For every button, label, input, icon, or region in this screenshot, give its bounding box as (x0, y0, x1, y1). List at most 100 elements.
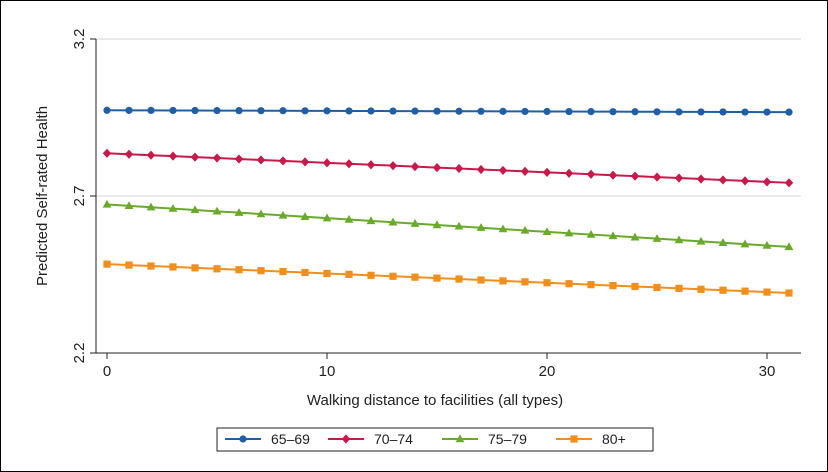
data-point-1-16 (454, 163, 464, 174)
data-point-2-18 (498, 224, 508, 233)
data-point-0-23 (609, 108, 617, 116)
data-point-2-31 (784, 242, 794, 251)
data-point-0-31 (785, 108, 793, 116)
data-point-0-13 (389, 107, 397, 115)
data-point-3-16 (455, 275, 463, 283)
data-point-1-5 (212, 153, 222, 163)
data-point-1-19 (520, 166, 530, 176)
data-point-2-26 (674, 235, 684, 244)
data-point-0-22 (587, 108, 595, 116)
data-point-2-19 (520, 225, 530, 234)
data-point-2-29 (740, 239, 750, 248)
data-point-3-10 (323, 269, 331, 278)
legend-marker-3 (570, 435, 578, 443)
data-point-3-20 (543, 279, 551, 287)
legend-label-0: 65–69 (271, 431, 310, 447)
data-point-2-9 (300, 212, 310, 220)
data-point-0-29 (741, 108, 749, 116)
x-tick-label-2: 20 (539, 363, 556, 380)
data-point-2-23 (608, 231, 618, 240)
data-point-0-17 (477, 107, 485, 115)
data-point-0-19 (521, 107, 529, 116)
data-point-0-15 (433, 107, 441, 115)
x-axis-title: Walking distance to facilities (all type… (307, 392, 563, 409)
x-tick-label-0: 0 (103, 363, 111, 380)
data-point-0-21 (565, 107, 573, 116)
data-point-0-10 (323, 107, 331, 115)
data-point-2-5 (212, 206, 222, 215)
data-point-1-9 (300, 157, 310, 167)
series-line-2 (106, 203, 790, 248)
data-point-1-3 (168, 151, 178, 161)
data-point-2-10 (322, 213, 332, 222)
data-point-0-25 (653, 108, 661, 116)
data-point-0-27 (697, 108, 705, 116)
data-point-2-25 (652, 234, 662, 242)
data-point-1-31 (784, 178, 794, 188)
data-point-0-26 (675, 108, 683, 116)
data-point-2-15 (432, 220, 442, 229)
data-point-3-23 (609, 281, 617, 290)
data-point-3-21 (565, 280, 573, 288)
data-point-2-8 (278, 210, 288, 219)
data-point-0-4 (191, 106, 199, 115)
data-point-1-28 (718, 175, 728, 185)
data-point-2-14 (410, 219, 420, 227)
data-point-1-0 (102, 148, 112, 158)
data-point-3-26 (675, 284, 683, 292)
data-point-1-18 (498, 165, 508, 176)
series-3 (103, 260, 793, 297)
data-point-3-3 (169, 263, 177, 271)
data-point-2-6 (234, 208, 244, 216)
data-point-2-20 (542, 227, 552, 236)
legend-box (216, 427, 654, 452)
data-point-2-21 (564, 228, 574, 237)
data-point-0-7 (257, 107, 265, 115)
data-point-2-22 (586, 229, 596, 238)
data-point-3-9 (301, 268, 309, 277)
data-point-2-28 (718, 238, 728, 246)
data-point-2-2 (146, 202, 156, 211)
data-point-3-22 (587, 281, 595, 289)
data-point-3-8 (279, 267, 287, 276)
data-point-2-11 (344, 214, 354, 223)
data-point-2-4 (190, 205, 200, 214)
data-point-3-29 (741, 287, 749, 295)
data-point-0-8 (279, 107, 287, 115)
data-point-1-29 (740, 176, 750, 186)
data-point-3-5 (213, 265, 221, 273)
x-ticks: 0 10 20 30 (103, 353, 776, 380)
data-point-1-10 (322, 158, 332, 168)
data-point-1-14 (410, 162, 420, 172)
data-point-3-2 (147, 262, 155, 270)
x-tick-label-3: 30 (759, 363, 776, 380)
data-point-1-22 (586, 169, 596, 179)
data-point-3-25 (653, 283, 661, 292)
data-point-0-2 (147, 106, 155, 114)
data-point-1-4 (190, 152, 200, 162)
data-point-2-7 (256, 209, 266, 218)
data-point-3-18 (499, 277, 507, 285)
data-point-1-12 (366, 160, 376, 170)
data-point-0-30 (763, 108, 771, 116)
data-point-3-13 (389, 272, 397, 280)
data-point-1-11 (344, 159, 354, 169)
data-point-0-6 (235, 107, 243, 115)
series (102, 106, 794, 297)
data-point-0-14 (411, 107, 419, 115)
data-point-3-6 (235, 266, 243, 274)
data-point-2-24 (630, 232, 640, 241)
data-point-2-17 (476, 223, 486, 231)
data-point-3-1 (125, 261, 133, 269)
data-point-2-3 (168, 203, 178, 212)
x-tick-label-1: 10 (319, 363, 336, 380)
data-point-3-19 (521, 278, 529, 286)
data-point-2-1 (124, 201, 134, 210)
data-point-1-6 (234, 154, 244, 164)
series-line-0 (106, 109, 790, 114)
series-2 (102, 199, 794, 251)
data-point-3-28 (719, 286, 727, 294)
data-point-1-23 (608, 170, 618, 180)
legend-marker-2 (455, 434, 465, 443)
